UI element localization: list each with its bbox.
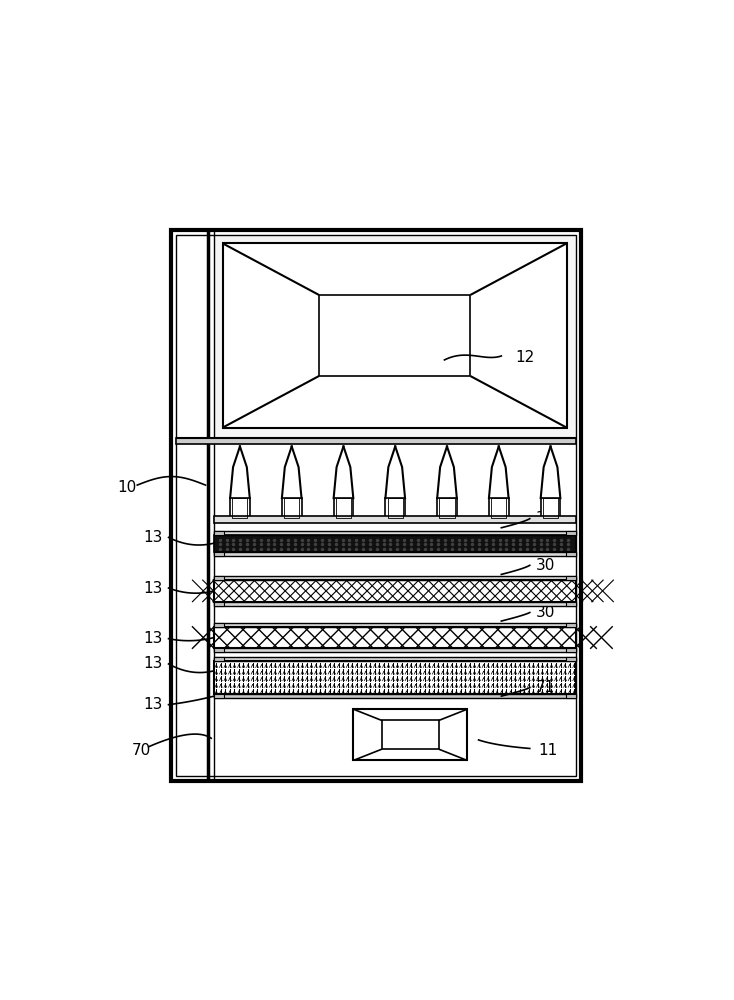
- Bar: [214, 552, 576, 556]
- Bar: [214, 535, 576, 552]
- Text: 13: 13: [143, 530, 163, 545]
- Bar: [566, 602, 576, 606]
- Bar: [214, 580, 576, 602]
- Bar: [176, 438, 576, 444]
- Bar: [214, 694, 576, 698]
- Bar: [437, 498, 457, 520]
- Text: 30: 30: [535, 558, 555, 573]
- Bar: [284, 498, 299, 518]
- Bar: [543, 498, 558, 518]
- Text: 13: 13: [143, 656, 163, 671]
- Bar: [176, 235, 576, 776]
- Bar: [388, 498, 403, 518]
- Text: 30: 30: [535, 605, 555, 620]
- Bar: [319, 295, 470, 376]
- Bar: [214, 661, 576, 694]
- Bar: [354, 709, 468, 760]
- Bar: [230, 498, 250, 520]
- Bar: [566, 623, 576, 627]
- Bar: [282, 498, 302, 520]
- Text: 13: 13: [143, 697, 163, 712]
- Bar: [382, 720, 439, 749]
- Bar: [214, 535, 576, 552]
- Bar: [566, 694, 576, 698]
- Bar: [214, 576, 576, 580]
- Bar: [214, 531, 576, 535]
- Bar: [233, 498, 247, 518]
- Bar: [214, 531, 225, 535]
- Text: 13: 13: [143, 631, 163, 646]
- Bar: [214, 648, 225, 652]
- Bar: [214, 552, 225, 556]
- Bar: [214, 699, 575, 775]
- Bar: [214, 694, 225, 698]
- Text: 13: 13: [143, 581, 163, 596]
- Bar: [214, 627, 576, 648]
- Bar: [214, 580, 576, 602]
- Bar: [214, 602, 576, 606]
- Bar: [489, 498, 509, 520]
- Bar: [566, 657, 576, 661]
- Bar: [214, 657, 576, 661]
- Bar: [214, 648, 576, 652]
- Bar: [222, 243, 567, 428]
- Bar: [385, 498, 405, 520]
- Bar: [214, 623, 225, 627]
- Bar: [491, 498, 506, 518]
- Bar: [566, 552, 576, 556]
- Bar: [172, 230, 581, 781]
- Text: 71: 71: [535, 680, 555, 695]
- Text: 10: 10: [117, 480, 137, 495]
- Bar: [566, 531, 576, 535]
- Bar: [214, 516, 576, 523]
- Text: 30: 30: [535, 511, 555, 526]
- Bar: [440, 498, 454, 518]
- Bar: [214, 627, 576, 648]
- Bar: [566, 576, 576, 580]
- Bar: [334, 498, 353, 520]
- Text: 11: 11: [538, 743, 558, 758]
- Bar: [214, 661, 576, 694]
- Bar: [336, 498, 351, 518]
- Text: 12: 12: [515, 350, 535, 365]
- Bar: [541, 498, 560, 520]
- Bar: [214, 623, 576, 627]
- Bar: [214, 602, 225, 606]
- Bar: [214, 657, 225, 661]
- Bar: [566, 648, 576, 652]
- Bar: [214, 235, 576, 438]
- Bar: [214, 576, 225, 580]
- Text: 70: 70: [132, 743, 151, 758]
